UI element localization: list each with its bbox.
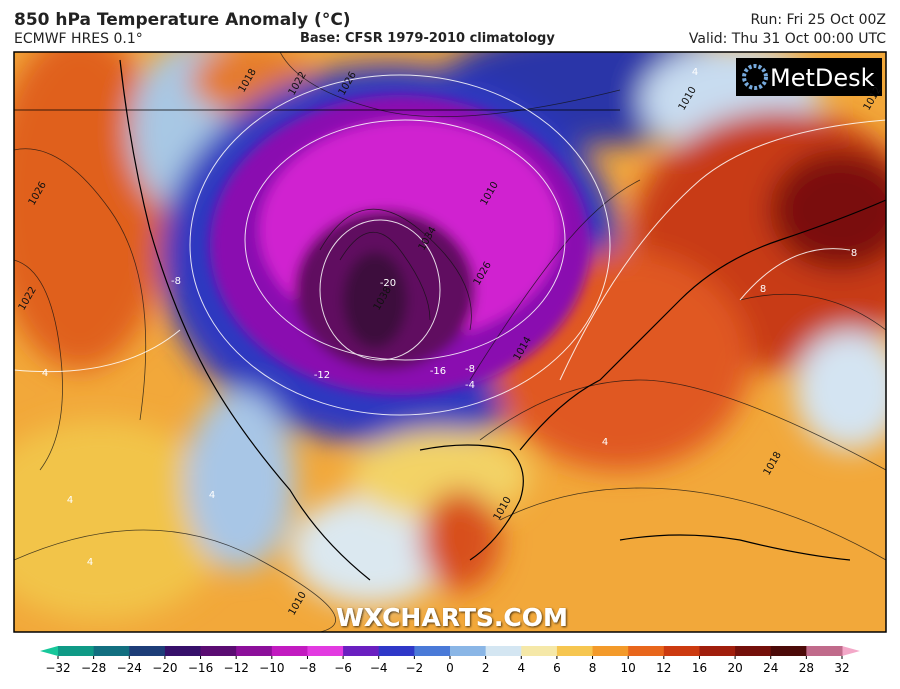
- colorbar-tick-label: −24: [117, 661, 142, 675]
- isobars: [14, 52, 886, 632]
- colorbar-segment: [521, 646, 558, 656]
- anomaly-field: [14, 52, 886, 632]
- colorbar-segment: [271, 646, 308, 656]
- colorbar-end: [40, 646, 58, 656]
- colorbar-tick-label: −10: [259, 661, 284, 675]
- anomaly-label: 4: [42, 368, 48, 379]
- colorbar-tick-label: 6: [553, 661, 561, 675]
- colorbar-tick-label: −20: [152, 661, 177, 675]
- colorbar-segment: [450, 646, 487, 656]
- colorbar-segment: [699, 646, 736, 656]
- colorbar-segment: [307, 646, 344, 656]
- colorbar-tick-label: 4: [517, 661, 525, 675]
- colorbar-tick-label: −2: [406, 661, 424, 675]
- colorbar-tick-label: −8: [299, 661, 317, 675]
- colorbar-tick-label: 28: [799, 661, 814, 675]
- anomaly-contours: [14, 74, 886, 416]
- anomaly-label: -8: [465, 364, 475, 375]
- logo-text: MetDesk: [770, 64, 875, 92]
- logo-box: [736, 58, 882, 96]
- anomaly-label: 4: [692, 67, 698, 78]
- colorbar-tick-label: 24: [763, 661, 778, 675]
- anomaly-label: -4: [465, 380, 475, 391]
- colorbar-segment: [378, 646, 415, 656]
- colorbar-segment: [129, 646, 166, 656]
- colorbar-tick-label: −6: [334, 661, 352, 675]
- title: 850 hPa Temperature Anomaly (°C): [14, 10, 351, 30]
- colorbar-tick-label: 16: [692, 661, 707, 675]
- map-frame: [13, 51, 887, 633]
- colorbar-tick-label: −16: [188, 661, 213, 675]
- colorbar: −32 −28 −24 −20 −16 −12 −10 −8 −6 −4 −2 0 2 4 6 8 10 12 16…: [40, 646, 860, 675]
- colorbar-tick-label: 20: [727, 661, 742, 675]
- colorbar-tick-label: 10: [621, 661, 636, 675]
- colorbar-segment: [628, 646, 665, 656]
- valid: Valid: Thu 31 Oct 00:00 UTC: [688, 31, 886, 47]
- colorbar-tick-label: −28: [81, 661, 106, 675]
- run: Run: Fri 25 Oct 00Z: [750, 12, 886, 28]
- colorbar-end: [842, 646, 860, 656]
- anomaly-label: 8: [851, 248, 857, 259]
- colorbar-segment: [735, 646, 772, 656]
- colorbar-segment: [343, 646, 380, 656]
- anomaly-label: 4: [209, 490, 215, 501]
- base: Base: CFSR 1979-2010 climatology: [300, 31, 555, 46]
- watermark: WXCHARTS.COM: [336, 603, 568, 632]
- anomaly-label: 4: [602, 437, 608, 448]
- anomaly-label: -20: [380, 278, 396, 289]
- colorbar-segment: [663, 646, 700, 656]
- colorbar-tick-label: 0: [446, 661, 454, 675]
- model: ECMWF HRES 0.1°: [14, 31, 143, 47]
- anomaly-label: 4: [87, 557, 93, 568]
- colorbar-segment: [93, 646, 130, 656]
- coastlines: [14, 59, 886, 581]
- colorbar-tick-label: 12: [656, 661, 671, 675]
- colorbar-segment: [770, 646, 807, 656]
- colorbar-segment: [592, 646, 629, 656]
- colorbar-tick-label: −4: [370, 661, 388, 675]
- colorbar-segment: [236, 646, 273, 656]
- colorbar-segment: [414, 646, 451, 656]
- anomaly-label: -12: [314, 370, 330, 381]
- colorbar-tick-label: 2: [482, 661, 490, 675]
- anomaly-label: -8: [171, 276, 181, 287]
- anomaly-label: 4: [67, 495, 73, 506]
- colorbar-segment: [806, 646, 843, 656]
- logo-icon: [742, 64, 768, 90]
- colorbar-segment: [200, 646, 237, 656]
- colorbar-tick-label: 8: [589, 661, 597, 675]
- anomaly-label: 8: [760, 284, 766, 295]
- colorbar-segment: [556, 646, 594, 656]
- anomaly-label: -16: [430, 366, 446, 377]
- colorbar-segment: [58, 646, 95, 656]
- colorbar-segment: [164, 646, 202, 656]
- colorbar-tick-label: −32: [45, 661, 70, 675]
- colorbar-tick-label: 32: [834, 661, 849, 675]
- colorbar-tick-label: −12: [224, 661, 249, 675]
- colorbar-segment: [485, 646, 522, 656]
